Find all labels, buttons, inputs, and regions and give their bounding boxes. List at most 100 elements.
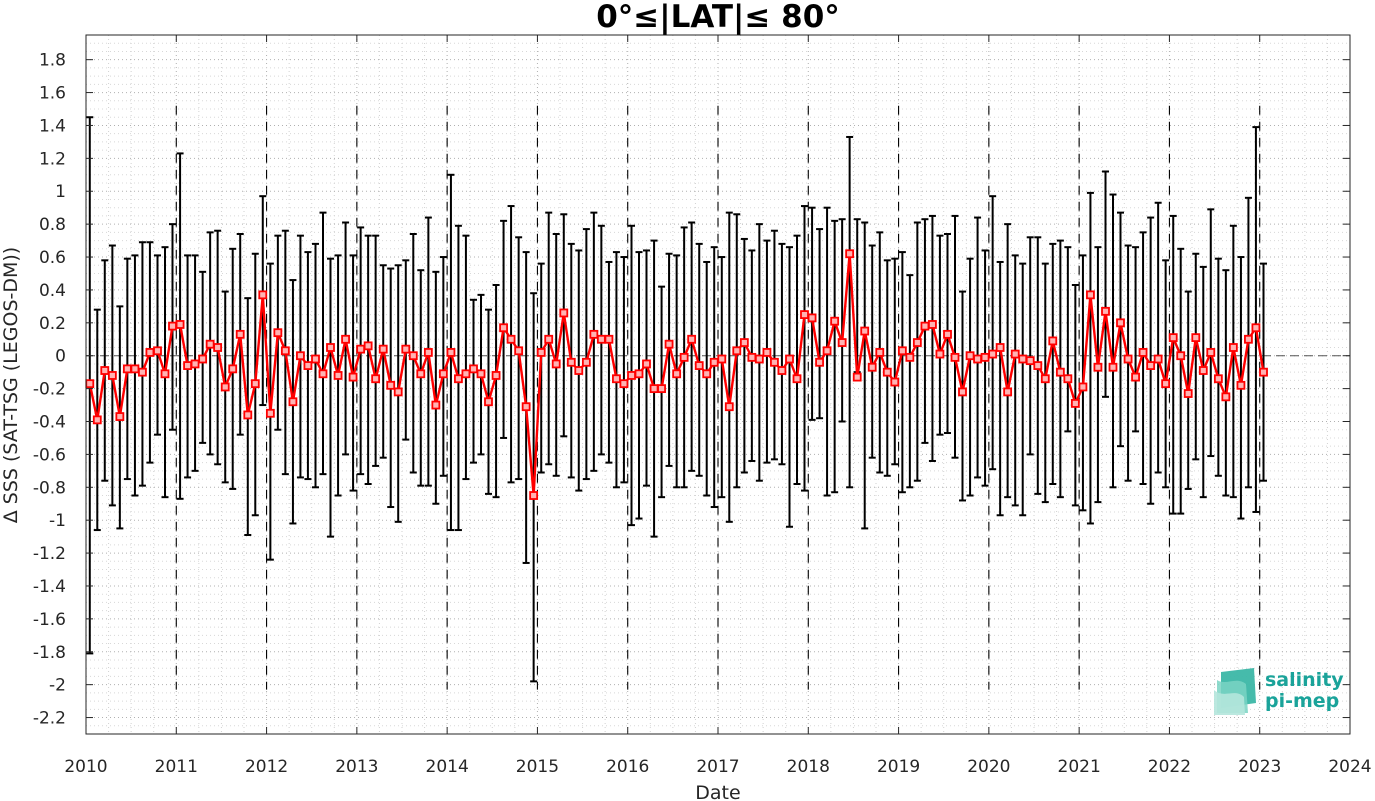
- data-point-marker: [589, 329, 599, 339]
- data-point-marker: [423, 348, 433, 357]
- logo-wave-icon: [1214, 668, 1256, 715]
- data-point-marker: [326, 343, 335, 352]
- data-point-marker: [341, 334, 350, 344]
- data-point-marker: [747, 352, 757, 362]
- y-tick-label: 1.8: [39, 51, 66, 71]
- y-tick-label: 0.4: [39, 281, 66, 301]
- data-point-marker: [544, 334, 554, 344]
- data-point-marker: [1161, 379, 1171, 389]
- data-point-marker: [1176, 351, 1186, 361]
- data-point-marker: [92, 415, 102, 425]
- data-point-marker: [1213, 374, 1223, 384]
- data-point-marker: [807, 313, 817, 323]
- data-point-marker: [1123, 354, 1133, 364]
- data-point-marker: [521, 402, 531, 412]
- y-tick-label: -2: [49, 676, 66, 696]
- data-point-marker: [1221, 392, 1231, 402]
- data-point-marker: [634, 369, 644, 379]
- data-point-marker: [484, 397, 493, 407]
- data-point-marker: [672, 369, 682, 379]
- data-point-marker: [604, 334, 614, 344]
- x-tick-label: 2017: [696, 757, 739, 777]
- y-tick-label: 0.6: [39, 248, 66, 268]
- y-tick-label: 0.8: [39, 215, 66, 235]
- data-point-marker: [408, 351, 418, 361]
- data-point-marker: [1101, 306, 1110, 316]
- data-point-marker: [491, 371, 501, 380]
- data-point-marker: [837, 338, 847, 347]
- logo-text-pi-mep: pi-mep: [1265, 690, 1339, 712]
- data-point-marker: [318, 369, 328, 379]
- y-tick-label: 1.4: [39, 116, 66, 136]
- data-point-marker: [1078, 382, 1088, 392]
- y-tick-label: 0: [55, 347, 66, 367]
- data-point-marker: [273, 328, 283, 338]
- data-point-marker: [333, 371, 343, 380]
- data-point-marker: [551, 359, 561, 369]
- data-point-marker: [1168, 333, 1178, 343]
- data-point-marker: [724, 402, 734, 412]
- axis-ticks: [85, 35, 1351, 734]
- data-point-marker: [770, 357, 779, 367]
- data-point-marker: [566, 357, 576, 367]
- data-point-marker: [1003, 387, 1013, 397]
- data-point-marker: [1206, 348, 1216, 357]
- y-tick-label: -0.4: [33, 413, 66, 433]
- data-point-marker: [920, 321, 930, 331]
- x-tick-label: 2019: [877, 757, 920, 777]
- y-tick-label: -0.8: [33, 478, 66, 498]
- data-point-marker: [1063, 374, 1073, 384]
- data-point-marker: [627, 371, 636, 380]
- data-point-marker: [1153, 354, 1163, 364]
- data-point-marker: [860, 326, 870, 336]
- data-point-marker: [401, 344, 411, 354]
- data-point-marker: [536, 348, 546, 357]
- data-point-marker: [717, 354, 727, 364]
- y-tick-label: 1.2: [39, 149, 66, 169]
- data-point-marker: [1055, 367, 1065, 377]
- data-point-marker: [371, 374, 381, 384]
- y-tick-label: 1.6: [39, 84, 66, 104]
- data-point-marker: [897, 346, 907, 356]
- data-point-marker: [258, 290, 268, 300]
- data-point-marker: [1138, 348, 1148, 357]
- data-point-marker: [822, 346, 832, 356]
- data-point-marker: [912, 338, 922, 347]
- data-point-marker: [642, 359, 651, 369]
- data-point-marker: [122, 364, 132, 374]
- error-bars: [86, 116, 1268, 683]
- data-point-marker: [168, 321, 177, 331]
- data-point-marker: [694, 361, 704, 370]
- data-point-marker: [679, 352, 689, 362]
- data-point-marker: [107, 371, 117, 380]
- data-point-marker: [1025, 356, 1035, 366]
- data-point-marker: [363, 341, 373, 351]
- data-point-marker: [845, 249, 855, 259]
- data-point-marker: [506, 334, 516, 344]
- y-tick-label: -0.6: [33, 445, 66, 465]
- data-point-marker: [950, 352, 960, 362]
- data-point-marker: [800, 310, 809, 320]
- y-tick-label: 1: [55, 182, 66, 202]
- data-point-marker: [1131, 372, 1140, 382]
- data-point-marker: [250, 379, 260, 389]
- data-point-marker: [431, 400, 441, 410]
- data-point-marker: [265, 408, 275, 418]
- data-point-marker: [529, 491, 539, 500]
- data-point-marker: [1033, 361, 1043, 370]
- y-tick-label: -1.6: [33, 610, 66, 630]
- data-point-marker: [153, 346, 162, 356]
- data-point-marker: [988, 349, 998, 359]
- data-point-marker: [85, 379, 95, 389]
- data-point-marker: [175, 320, 185, 329]
- data-point-marker: [980, 352, 990, 362]
- data-point-marker: [958, 387, 967, 397]
- series-markers: [85, 249, 1268, 500]
- y-axis-title: Δ SSS (SAT-TSG (LEGOS-DM)): [0, 247, 22, 523]
- data-point-marker: [762, 348, 772, 357]
- data-point-marker: [130, 364, 140, 374]
- data-point-marker: [1108, 362, 1118, 372]
- data-point-marker: [852, 372, 862, 382]
- data-point-marker: [145, 348, 155, 357]
